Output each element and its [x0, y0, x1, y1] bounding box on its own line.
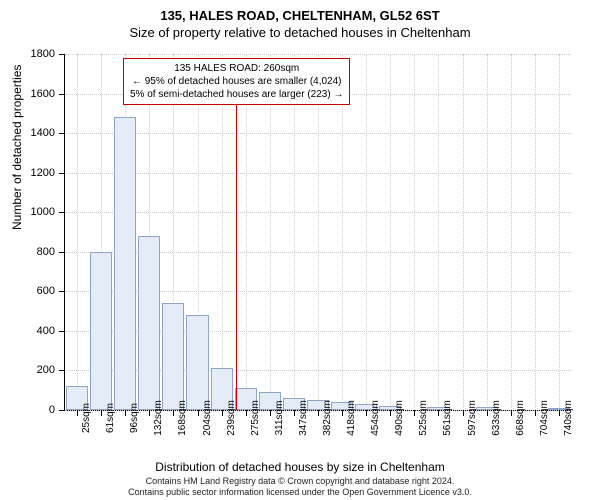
gridline-v — [535, 54, 536, 410]
x-tick-label: 633sqm — [491, 400, 502, 436]
x-tick — [438, 410, 439, 416]
y-tick-label: 600 — [37, 285, 55, 297]
y-tick-label: 1400 — [31, 127, 55, 139]
y-tick — [59, 94, 65, 95]
x-tick — [318, 410, 319, 416]
histogram-bar — [138, 236, 160, 410]
gridline-v — [294, 54, 295, 410]
gridline-v — [487, 54, 488, 410]
x-tick-label: 525sqm — [418, 400, 429, 436]
annotation-box: 135 HALES ROAD: 260sqm← 95% of detached … — [123, 58, 350, 105]
gridline-v — [511, 54, 512, 410]
y-tick — [59, 370, 65, 371]
x-tick — [198, 410, 199, 416]
gridline-v — [559, 54, 560, 410]
y-tick — [59, 410, 65, 411]
x-tick — [535, 410, 536, 416]
x-tick-label: 668sqm — [515, 400, 526, 436]
x-tick — [414, 410, 415, 416]
x-tick — [487, 410, 488, 416]
gridline-v — [77, 54, 78, 410]
gridline-v — [390, 54, 391, 410]
x-tick — [77, 410, 78, 416]
gridline-v — [318, 54, 319, 410]
y-tick-label: 200 — [37, 364, 55, 376]
histogram-bar — [114, 117, 136, 410]
y-tick-label: 1600 — [31, 88, 55, 100]
histogram-bar — [186, 315, 208, 410]
x-tick — [511, 410, 512, 416]
annotation-line-1: 135 HALES ROAD: 260sqm — [130, 62, 343, 75]
x-tick — [101, 410, 102, 416]
chart-title-subtitle: Size of property relative to detached ho… — [0, 23, 600, 40]
annotation-line-3: 5% of semi-detached houses are larger (2… — [130, 88, 343, 101]
footer-line-2: Contains public sector information licen… — [0, 487, 600, 498]
x-tick — [294, 410, 295, 416]
x-tick — [173, 410, 174, 416]
y-tick-label: 800 — [37, 246, 55, 258]
y-tick — [59, 173, 65, 174]
plot-area: 02004006008001000120014001600180025sqm61… — [64, 54, 571, 411]
footer: Contains HM Land Registry data © Crown c… — [0, 476, 600, 498]
gridline-v — [366, 54, 367, 410]
histogram-bar — [90, 252, 112, 410]
x-tick — [390, 410, 391, 416]
property-marker-line — [236, 102, 237, 410]
y-tick-label: 0 — [49, 404, 55, 416]
y-tick-label: 1000 — [31, 206, 55, 218]
chart-title-address: 135, HALES ROAD, CHELTENHAM, GL52 6ST — [0, 0, 600, 23]
footer-line-1: Contains HM Land Registry data © Crown c… — [0, 476, 600, 487]
y-tick — [59, 212, 65, 213]
x-tick — [463, 410, 464, 416]
x-tick — [342, 410, 343, 416]
x-tick-label: 490sqm — [394, 400, 405, 436]
chart-container: 135, HALES ROAD, CHELTENHAM, GL52 6ST Si… — [0, 0, 600, 500]
y-axis-label: Number of detached properties — [10, 65, 24, 230]
x-tick-label: 561sqm — [442, 400, 453, 436]
x-tick — [270, 410, 271, 416]
x-tick — [559, 410, 560, 416]
annotation-line-2: ← 95% of detached houses are smaller (4,… — [130, 75, 343, 88]
y-tick — [59, 54, 65, 55]
x-tick — [246, 410, 247, 416]
x-tick-label: 740sqm — [563, 400, 574, 436]
x-tick-label: 597sqm — [467, 400, 478, 436]
y-tick-label: 1800 — [31, 48, 55, 60]
y-tick-label: 400 — [37, 325, 55, 337]
y-tick-label: 1200 — [31, 167, 55, 179]
gridline-v — [270, 54, 271, 410]
x-tick-label: 704sqm — [539, 400, 550, 436]
gridline-v — [222, 54, 223, 410]
y-tick — [59, 252, 65, 253]
gridline-v — [246, 54, 247, 410]
x-tick — [125, 410, 126, 416]
x-tick — [149, 410, 150, 416]
y-tick — [59, 291, 65, 292]
gridline-v — [342, 54, 343, 410]
x-tick — [366, 410, 367, 416]
gridline-v — [438, 54, 439, 410]
x-tick — [222, 410, 223, 416]
y-tick — [59, 331, 65, 332]
histogram-bar — [162, 303, 184, 410]
gridline-v — [414, 54, 415, 410]
gridline-v — [463, 54, 464, 410]
y-tick — [59, 133, 65, 134]
x-axis-label: Distribution of detached houses by size … — [0, 460, 600, 474]
